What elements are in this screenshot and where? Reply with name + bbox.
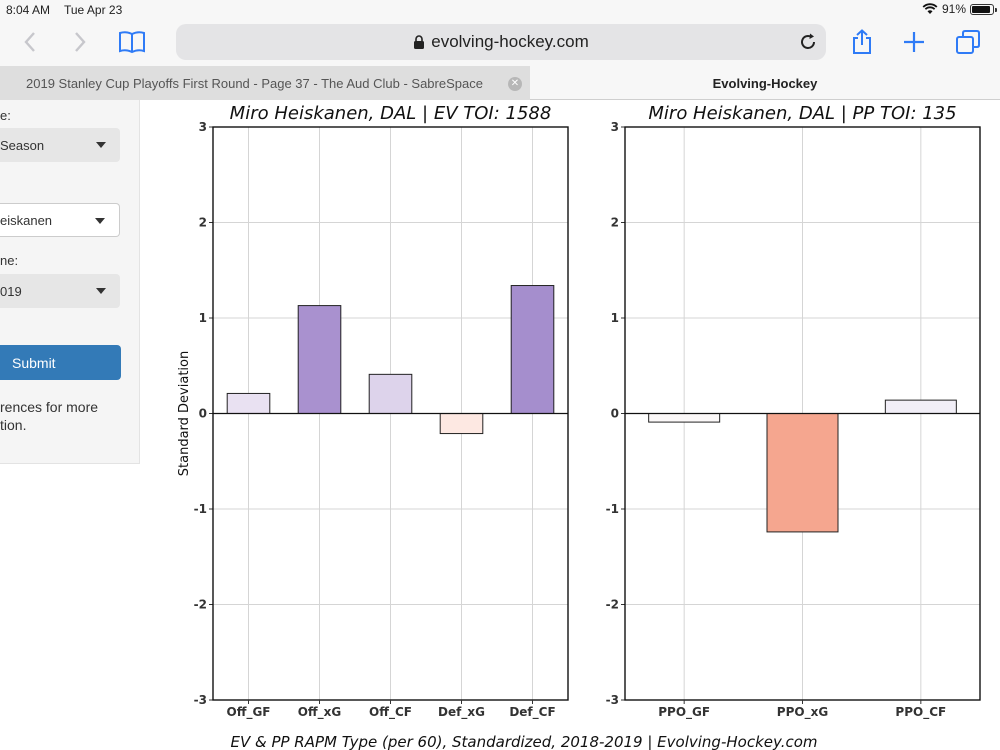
tab-evolving-hockey[interactable]: Evolving-Hockey [530, 66, 1000, 100]
bar-off-xg [297, 305, 342, 415]
x-tick-label: Off_xG [298, 705, 342, 720]
share-icon [853, 29, 871, 54]
x-tick-label: Off_CF [369, 705, 412, 720]
chevron-down-icon [95, 218, 105, 224]
bar-def-xg [439, 413, 484, 435]
address-bar[interactable]: evolving-hockey.com [176, 24, 826, 60]
y-tick-label: -2 [606, 598, 619, 612]
y-tick-label: -3 [606, 693, 619, 707]
url-text: evolving-hockey.com [431, 32, 589, 51]
tab-label: 2019 Stanley Cup Playoffs First Round - … [26, 76, 483, 91]
tab-sabrespace[interactable]: 2019 Stanley Cup Playoffs First Round - … [0, 66, 530, 100]
plus-icon [904, 32, 924, 52]
new-tab-button[interactable] [898, 26, 930, 58]
chevron-right-icon [75, 32, 86, 52]
y-tick-label: 3 [199, 120, 207, 134]
wifi-icon [922, 3, 938, 14]
x-tick-label: PPO_GF [658, 705, 710, 720]
back-button[interactable] [14, 26, 46, 58]
selected-value: eiskanen [0, 212, 53, 228]
forward-button[interactable] [64, 26, 96, 58]
y-tick-label: 2 [199, 216, 207, 230]
share-button[interactable] [846, 26, 878, 58]
chart-caption: EV & PP RAPM Type (per 60), Standardized… [230, 733, 817, 750]
bar-def-cf [510, 285, 555, 414]
close-tab-icon[interactable]: ✕ [508, 77, 522, 91]
y-tick-label: -3 [194, 693, 207, 707]
tab-bar: 2019 Stanley Cup Playoffs First Round - … [0, 66, 1000, 100]
x-tick-label: Off_GF [227, 705, 271, 720]
bar-off-gf [226, 392, 271, 415]
field-label: e: [0, 108, 11, 123]
chart-area: -3 -2 -1 0 1 2 3 Off_GF Off_xG Off_CF Def_xG Def_CF… [140, 100, 1000, 750]
book-icon [119, 31, 145, 54]
tabs-icon [956, 30, 980, 54]
player-select[interactable]: eiskanen [0, 203, 120, 237]
y-axis-label: Standard Deviation [177, 351, 192, 476]
sidebar-panel: e: Season eiskanen ne: 019 Submit rences… [0, 100, 140, 464]
rapm-charts: -3 -2 -1 0 1 2 3 Off_GF Off_xG Off_CF Def_xG Def_CF… [177, 103, 981, 750]
y-tick-label: 3 [611, 120, 619, 134]
status-date: Tue Apr 23 [64, 3, 123, 17]
season-type-select[interactable]: Season [0, 128, 120, 162]
chart-title: Miro Heiskanen, DAL | EV TOI: 1588 [230, 103, 552, 124]
x-tick-label: PPO_xG [777, 705, 828, 720]
selected-value: 019 [0, 283, 22, 299]
bar-ppo-cf [884, 399, 957, 415]
bookmarks-button[interactable] [116, 26, 148, 58]
battery-icon [970, 3, 997, 15]
status-bar: 8:04 AM Tue Apr 23 91% [0, 0, 1000, 20]
note-text: tion. [0, 417, 27, 433]
note-text: rences for more [0, 399, 99, 415]
chart-title: Miro Heiskanen, DAL | PP TOI: 135 [648, 103, 956, 124]
submit-button[interactable]: Submit [0, 345, 121, 380]
tabs-overview-button[interactable] [952, 26, 984, 58]
x-tick-label: PPO_CF [895, 705, 946, 720]
x-tick-label: Def_CF [509, 705, 555, 720]
chevron-down-icon [96, 142, 106, 148]
status-indicators: 91% [922, 2, 997, 16]
y-tick-label: 0 [611, 407, 619, 421]
lock-icon [414, 35, 425, 49]
battery-percent: 91% [941, 2, 966, 16]
x-tick-label: Def_xG [438, 705, 485, 720]
tab-label: Evolving-Hockey [712, 76, 818, 91]
chevron-left-icon [24, 32, 35, 52]
y-tick-label: -2 [194, 598, 207, 612]
y-tick-label: 1 [611, 311, 619, 325]
status-time: 8:04 AM [6, 3, 51, 17]
y-tick-label: -1 [194, 502, 207, 516]
y-tick-label: -1 [606, 502, 619, 516]
field-label: ne: [0, 253, 19, 268]
bar-ppo-xg [766, 413, 839, 533]
bar-ppo-gf [648, 413, 721, 423]
y-tick-label: 1 [199, 311, 207, 325]
chevron-down-icon [96, 288, 106, 294]
bar-off-cf [368, 373, 413, 414]
season-select[interactable]: 019 [0, 274, 120, 308]
browser-toolbar: evolving-hockey.com [0, 20, 1000, 66]
selected-value: Season [0, 137, 45, 153]
y-tick-label: 0 [199, 407, 207, 421]
reload-icon[interactable] [798, 32, 818, 52]
y-tick-label: 2 [611, 216, 619, 230]
